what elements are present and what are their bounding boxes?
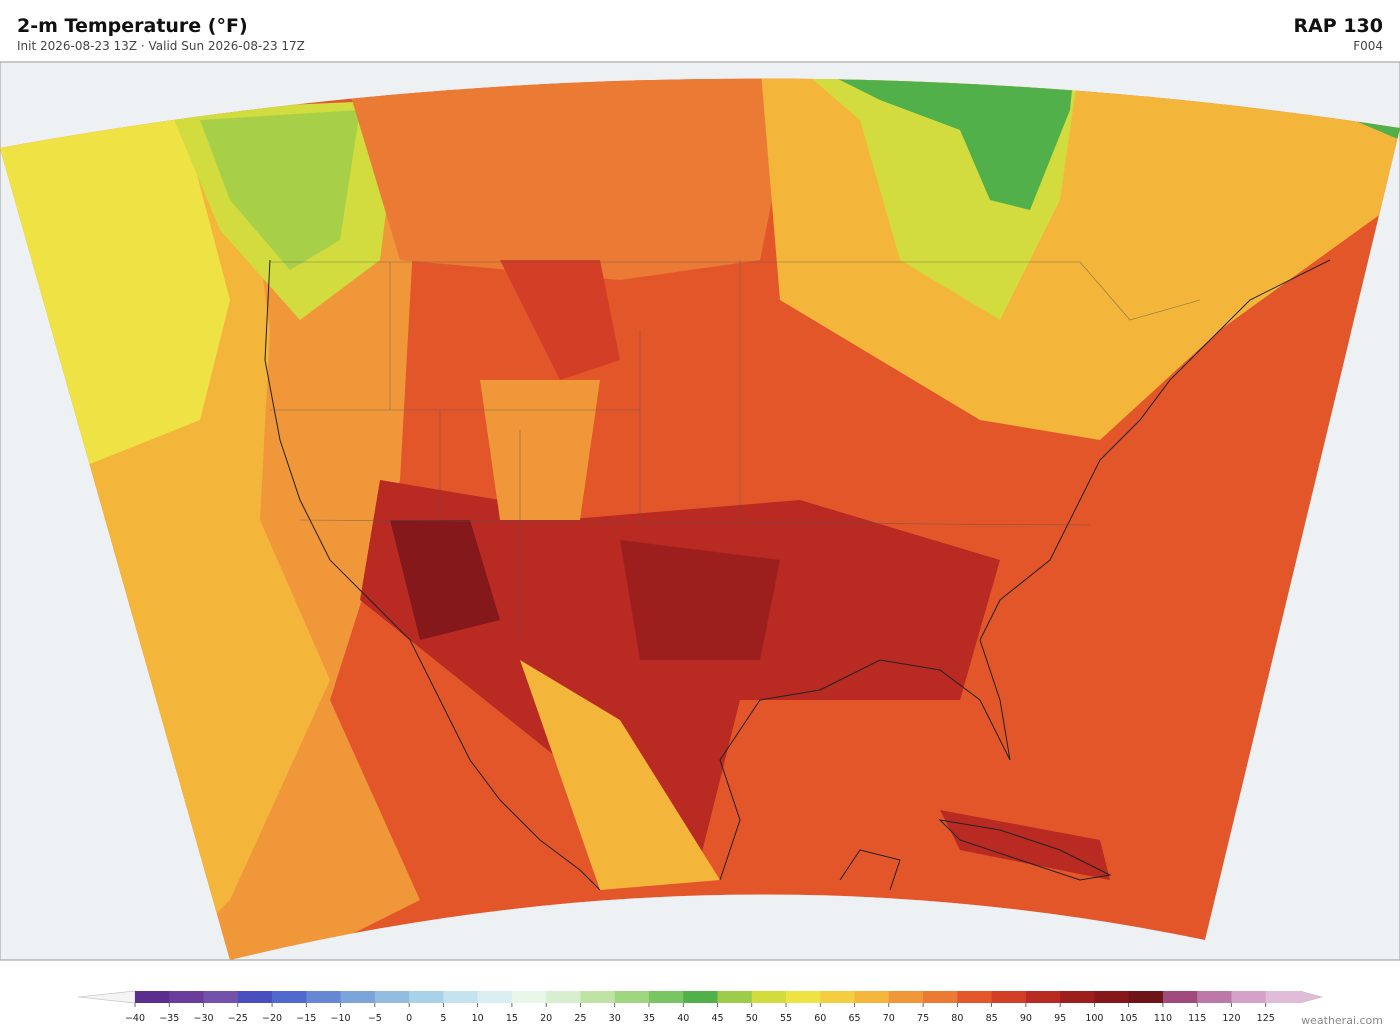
colorbar-swatch bbox=[820, 991, 856, 1003]
colorbar-swatch bbox=[169, 991, 205, 1003]
colorbar-tick-label: 90 bbox=[1020, 1013, 1032, 1024]
colorbar-tick-label: −5 bbox=[368, 1013, 382, 1024]
colorbar-tick-label: −40 bbox=[125, 1013, 145, 1024]
colorbar-swatch bbox=[1060, 991, 1095, 1003]
colorbar-swatch bbox=[1128, 991, 1164, 1003]
colorbar-tick-label: 110 bbox=[1154, 1013, 1172, 1024]
colorbar-swatch bbox=[203, 991, 239, 1003]
colorbar-swatch bbox=[340, 991, 376, 1003]
colorbar-tick-label: 80 bbox=[951, 1013, 963, 1024]
colorbar-tick-label: 105 bbox=[1120, 1013, 1138, 1024]
colorbar-swatch bbox=[957, 991, 993, 1003]
colorbar-tick-label: 30 bbox=[609, 1013, 621, 1024]
colorbar-tick-label: 70 bbox=[883, 1013, 895, 1024]
colorbar-tick-label: 15 bbox=[506, 1013, 518, 1024]
colorbar-tick-label: 85 bbox=[986, 1013, 998, 1024]
colorbar-tick-label: 10 bbox=[472, 1013, 484, 1024]
colorbar-tick-label: 50 bbox=[746, 1013, 758, 1024]
colorbar-swatch bbox=[237, 991, 273, 1003]
colorbar-swatch bbox=[614, 991, 650, 1003]
colorbar-tick-label: −10 bbox=[331, 1013, 351, 1024]
subtitle: Init 2026-08-23 13Z · Valid Sun 2026-08-… bbox=[17, 39, 305, 53]
coastlines bbox=[264, 259, 1331, 891]
colorbar-swatch bbox=[648, 991, 684, 1003]
colorbar-extend-low bbox=[77, 990, 136, 1004]
colorbar-swatch bbox=[991, 991, 1027, 1003]
borders bbox=[270, 260, 1201, 640]
colorbar-swatch bbox=[717, 991, 753, 1003]
colorbar-tick-label: 20 bbox=[540, 1013, 552, 1024]
colorbar-swatch bbox=[546, 991, 581, 1003]
colorbar-swatch bbox=[786, 991, 821, 1003]
colorbar-swatch bbox=[409, 991, 444, 1003]
colorbar-tick-label: −20 bbox=[262, 1013, 282, 1024]
colorbar-tick-label: 100 bbox=[1085, 1013, 1103, 1024]
colorbar-tick-label: 75 bbox=[917, 1013, 929, 1024]
colorbar-swatch bbox=[1265, 991, 1301, 1003]
model-name: RAP 130 bbox=[1293, 15, 1383, 37]
colorbar-swatch bbox=[272, 991, 307, 1003]
colorbar-tick-label: −35 bbox=[159, 1013, 179, 1024]
colorbar-tick-label: 125 bbox=[1257, 1013, 1275, 1024]
credit: weatherai.com bbox=[1301, 1014, 1383, 1027]
colorbar-swatch bbox=[923, 991, 958, 1003]
colorbar-tick-label: 40 bbox=[677, 1013, 689, 1024]
colorbar-tick-label: −25 bbox=[228, 1013, 248, 1024]
colorbar-swatch bbox=[683, 991, 718, 1003]
colorbar-swatch bbox=[888, 991, 924, 1003]
colorbar-swatch bbox=[477, 991, 513, 1003]
colorbar-tick-label: 45 bbox=[711, 1013, 723, 1024]
colorbar-swatch bbox=[374, 991, 410, 1003]
colorbar-swatch bbox=[1162, 991, 1198, 1003]
colorbar-swatch bbox=[1197, 991, 1232, 1003]
colorbar-tick-label: 95 bbox=[1054, 1013, 1066, 1024]
colorbar-tick-label: 115 bbox=[1188, 1013, 1206, 1024]
colorbar-tick-label: 65 bbox=[849, 1013, 861, 1024]
colorbar-tick-label: −30 bbox=[193, 1013, 213, 1024]
colorbar-tick-label: 25 bbox=[574, 1013, 586, 1024]
colorbar-tick-label: 35 bbox=[643, 1013, 655, 1024]
colorbar-tick-label: 120 bbox=[1222, 1013, 1240, 1024]
colorbar-swatch bbox=[1231, 991, 1267, 1003]
colorbar-swatch bbox=[751, 991, 787, 1003]
temperature-field bbox=[0, 78, 1400, 960]
title: 2-m Temperature (°F) bbox=[17, 15, 248, 37]
colorbar-swatch bbox=[580, 991, 616, 1003]
colorbar-swatch bbox=[306, 991, 342, 1003]
colorbar-swatch bbox=[135, 991, 170, 1003]
colorbar-tick-label: 0 bbox=[406, 1013, 412, 1024]
colorbar-swatch bbox=[1025, 991, 1061, 1003]
colorbar-swatch bbox=[854, 991, 890, 1003]
colorbar-swatch bbox=[1094, 991, 1130, 1003]
colorbar-tick-label: 55 bbox=[780, 1013, 792, 1024]
colorbar-tick-label: 5 bbox=[440, 1013, 446, 1024]
colorbar-tick-label: −15 bbox=[296, 1013, 316, 1024]
colorbar-swatch bbox=[511, 991, 547, 1003]
colorbar-tick-label: 60 bbox=[814, 1013, 826, 1024]
colorbar-extend-high bbox=[1299, 990, 1324, 1004]
forecast-hour: F004 bbox=[1353, 39, 1383, 53]
colorbar-swatch bbox=[443, 991, 479, 1003]
